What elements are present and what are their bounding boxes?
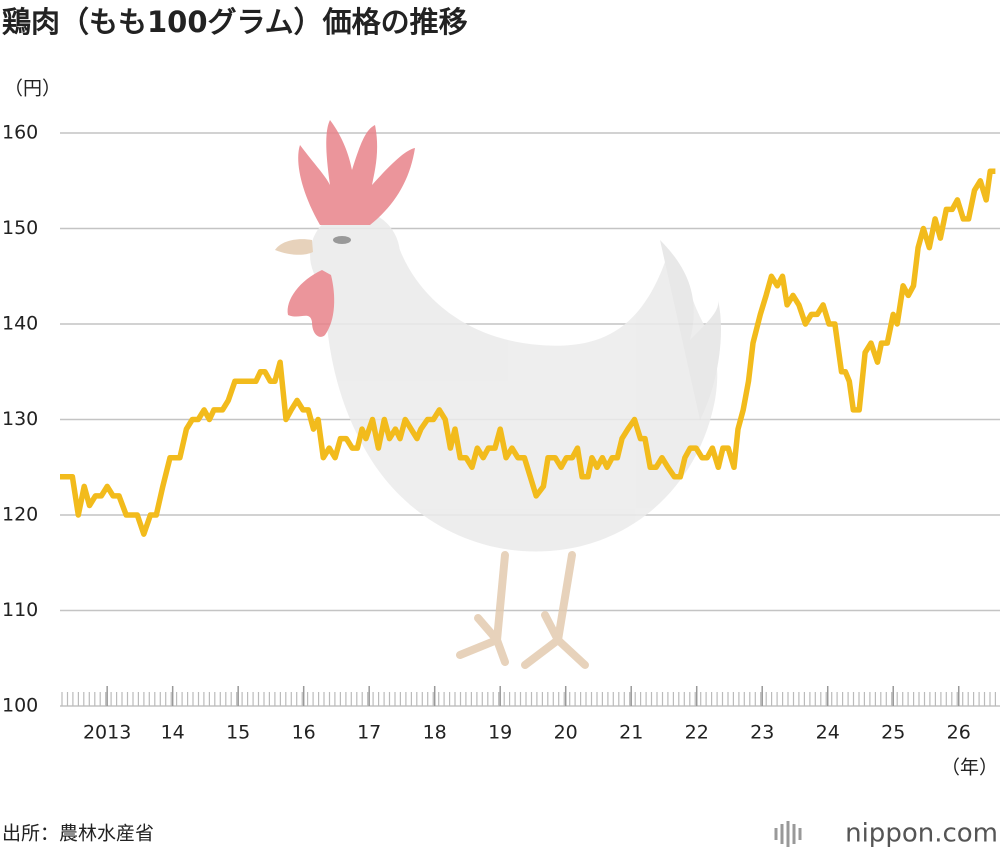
x-tick-label: 18 — [423, 722, 447, 744]
chicken-eye — [333, 236, 351, 244]
chicken-comb — [298, 120, 415, 225]
x-tick-label: 14 — [161, 722, 185, 744]
y-tick-label: 130 — [2, 408, 38, 430]
y-tick-label: 110 — [2, 599, 38, 621]
chart-title: 鶏肉（もも100グラム）価格の推移 — [2, 5, 468, 39]
x-tick-label: 15 — [226, 722, 250, 744]
x-tick-label: 16 — [292, 722, 316, 744]
x-tick-label: 25 — [881, 722, 905, 744]
chicken-tail — [660, 240, 721, 420]
y-axis-unit: （円） — [4, 78, 61, 100]
plot — [60, 168, 996, 537]
logo-mark — [774, 821, 802, 847]
x-tick-label: 22 — [685, 722, 709, 744]
x-tick-label: 23 — [750, 722, 774, 744]
y-tick-label: 150 — [2, 217, 38, 239]
price-line — [60, 168, 996, 537]
source: 出所：農林水産省 — [2, 823, 154, 845]
chicken-legs — [456, 551, 589, 669]
brand-logo: nippon.com — [774, 819, 998, 849]
chicken-head — [310, 210, 400, 300]
y-tick-label: 160 — [2, 122, 38, 144]
x-tick-label: 20 — [554, 722, 578, 744]
chicken-illustration — [275, 120, 721, 669]
x-tick-label: 19 — [488, 722, 512, 744]
x-tick-label: 26 — [947, 722, 971, 744]
y-tick-label: 140 — [2, 313, 38, 335]
x-tick-label: 17 — [357, 722, 381, 744]
x-tick-label: 2013 — [83, 722, 131, 744]
chicken-wattle — [287, 270, 335, 337]
minor-ticks — [61, 692, 996, 706]
chicken-beak — [275, 239, 313, 255]
x-axis-unit: （年） — [941, 757, 998, 779]
x-tick-label: 24 — [816, 722, 840, 744]
chicken-body — [325, 216, 718, 552]
y-tick-label: 100 — [2, 695, 38, 717]
y-tick-label: 120 — [2, 504, 38, 526]
x-tick-label: 21 — [619, 722, 643, 744]
brand: nippon.com — [845, 819, 998, 849]
